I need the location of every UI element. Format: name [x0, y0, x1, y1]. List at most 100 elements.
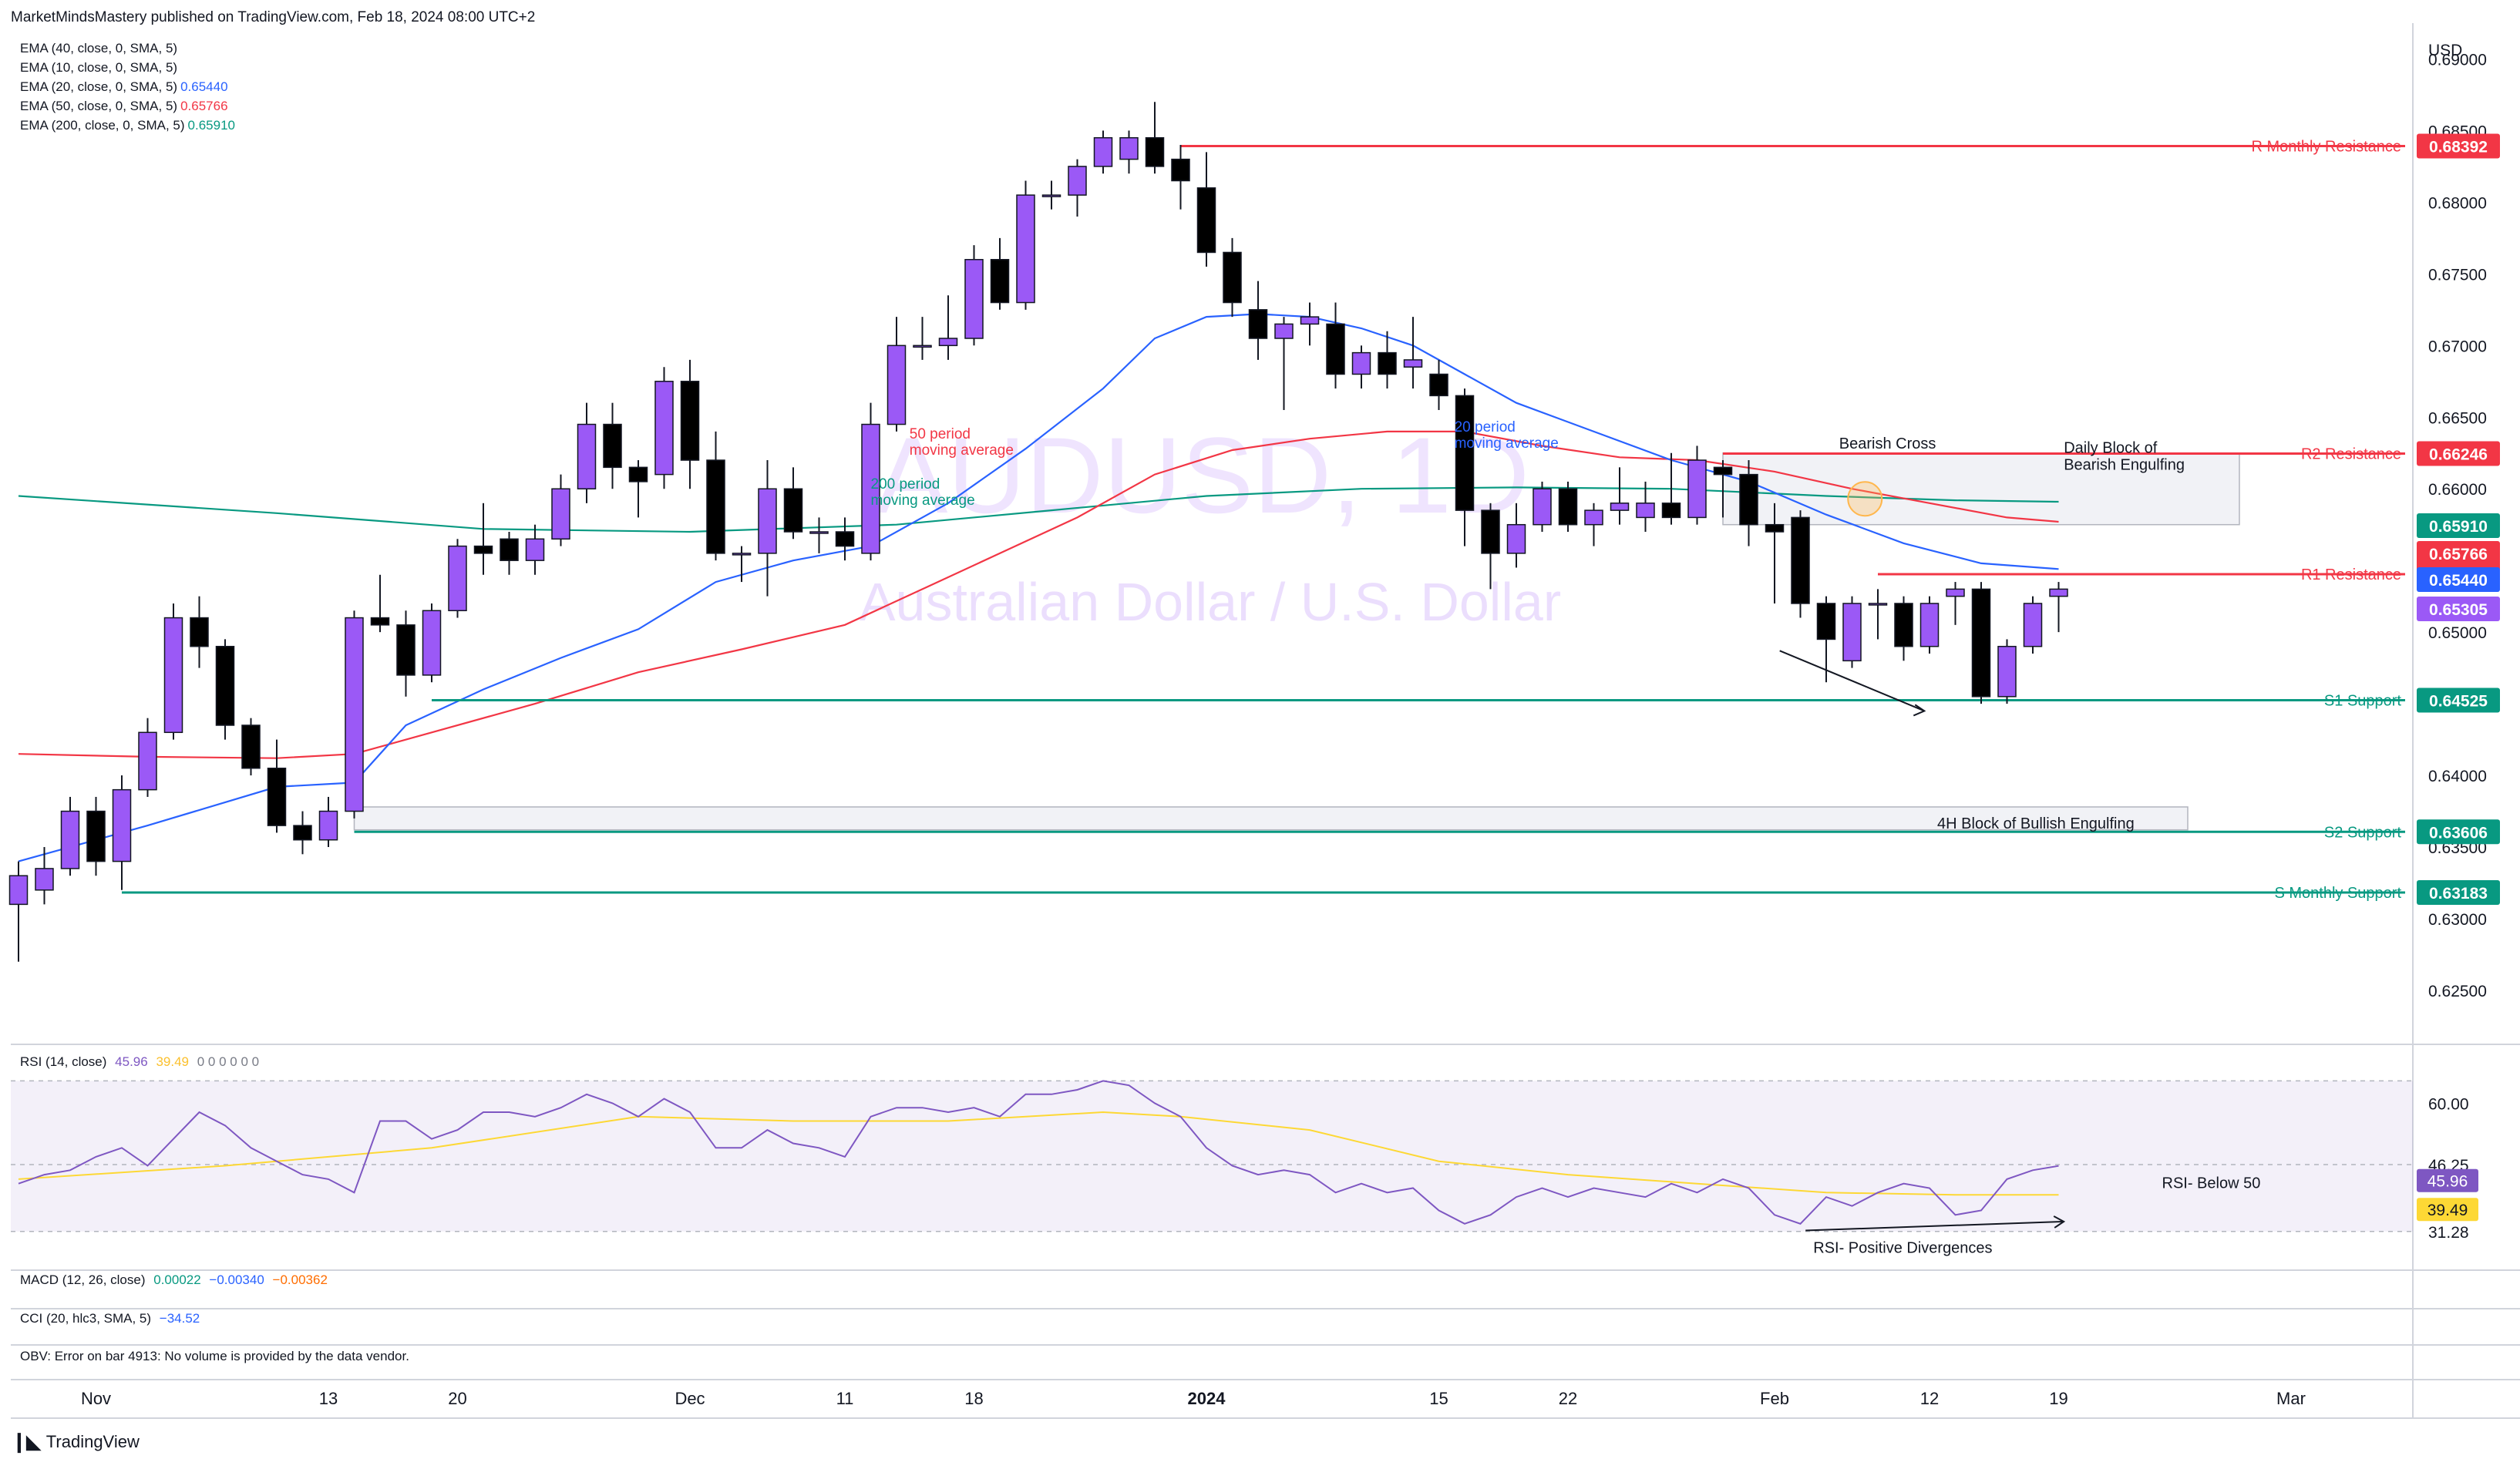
candle [603, 402, 622, 489]
candle-body [267, 768, 287, 826]
candle-body [628, 466, 648, 482]
legend-row[interactable]: EMA (50, close, 0, SMA, 5) 0.65766 [20, 96, 235, 116]
candle [1300, 302, 1320, 346]
candle [1661, 452, 1681, 525]
x-tick-label: Dec [675, 1389, 705, 1408]
candle [1919, 596, 1940, 654]
rsi-extra: 0 0 0 0 0 0 [197, 1054, 260, 1069]
candle [1248, 281, 1268, 360]
candle-body [345, 617, 364, 812]
candle [1739, 460, 1758, 546]
y-tick-label: 0.69000 [2428, 51, 2487, 69]
rsi-tick-label: 31.28 [2428, 1224, 2469, 1242]
candle [473, 503, 493, 575]
candle [1636, 481, 1655, 532]
candle-body [1300, 316, 1320, 325]
candle [783, 467, 803, 540]
legend-label: EMA (40, close, 0, SMA, 5) [20, 41, 178, 55]
candle [1713, 460, 1733, 518]
tradingview-logo[interactable]: ❙◣ TradingView [11, 1430, 140, 1454]
candle [112, 775, 132, 890]
legend-label: EMA (10, close, 0, SMA, 5) [20, 60, 178, 75]
macd-legend[interactable]: MACD (12, 26, close) 0.00022 −0.00340 −0… [20, 1272, 328, 1288]
rsi-annotation-divergence: RSI- Positive Divergences [1813, 1240, 1992, 1257]
macd-value-2: −0.00340 [209, 1272, 264, 1287]
candle-body [2049, 588, 2068, 597]
candle-body [60, 810, 80, 869]
candle [60, 796, 80, 876]
price-axis[interactable]: 0.690000.685000.680000.675000.670000.665… [2417, 51, 2500, 1000]
divergence-arrowhead-rsi [2053, 1215, 2066, 1229]
cci-legend[interactable]: CCI (20, hlc3, SMA, 5) −34.52 [20, 1311, 200, 1326]
candle [887, 317, 907, 432]
price-badge [2417, 133, 2500, 159]
candle [1842, 596, 1862, 668]
y-tick-label: 0.62500 [2428, 983, 2487, 1000]
candle-body [1093, 136, 1113, 167]
candle-body [732, 553, 752, 556]
candle [938, 295, 958, 360]
candle-body [370, 617, 390, 626]
rsi-legend[interactable]: RSI (14, close) 45.96 39.49 0 0 0 0 0 0 [20, 1054, 259, 1070]
legend-row[interactable]: EMA (10, close, 0, SMA, 5) [20, 58, 235, 77]
rsi-badge-label: 45.96 [2427, 1173, 2468, 1191]
rsi-ma-badge [2417, 1198, 2478, 1222]
legend-row[interactable]: EMA (40, close, 0, SMA, 5) [20, 39, 235, 58]
price-badge [2417, 513, 2500, 538]
indicator-legend: EMA (40, close, 0, SMA, 5) EMA (10, clos… [20, 39, 235, 135]
legend-row[interactable]: EMA (200, close, 0, SMA, 5) 0.65910 [20, 116, 235, 135]
candle-body [422, 610, 442, 676]
x-tick-label: 15 [1429, 1389, 1448, 1408]
candle-body [35, 868, 54, 891]
candle [241, 718, 261, 776]
candle-body [215, 645, 235, 726]
candle-body [525, 538, 545, 561]
candle [1584, 503, 1603, 546]
candle [1997, 639, 2017, 704]
rsi-badge [2417, 1168, 2478, 1192]
levels-layer: R Monthly Resistance R2 Resistance R1 Resi… [122, 139, 2405, 902]
rsi-tick-label: 60.00 [2428, 1095, 2469, 1113]
candle [215, 639, 235, 740]
candle-body [1894, 603, 1913, 647]
obv-legend[interactable]: OBV: Error on bar 4913: No volume is pro… [20, 1349, 409, 1364]
price-badge-label: 0.68392 [2429, 139, 2488, 156]
candle [1971, 582, 1991, 704]
candle-body [913, 345, 932, 348]
candle [370, 574, 390, 633]
candle [1016, 180, 1035, 310]
candle-body [1739, 473, 1758, 526]
y-tick-label: 0.68000 [2428, 194, 2487, 212]
candle-body [603, 423, 622, 469]
level-label: R1 Resistance [2301, 566, 2401, 583]
candle [1894, 596, 1913, 661]
candle-body [1455, 395, 1475, 511]
x-tick-label: 20 [448, 1389, 466, 1408]
candle [1558, 481, 1578, 532]
candle-body [473, 545, 493, 554]
bearish-cross-marker [1847, 481, 1883, 517]
candle [628, 460, 648, 518]
candle [1816, 596, 1836, 683]
candle-body [396, 624, 416, 676]
time-axis[interactable]: Nov 13 20 Dec 11 18 2024 15 22 Feb 12 19 Mar [81, 1389, 2306, 1408]
candle-body [861, 423, 880, 554]
candle-body [1765, 523, 1785, 533]
candle [1196, 152, 1216, 267]
legend-value: 0.65766 [180, 99, 228, 113]
candle-body [112, 788, 132, 862]
candle-body [835, 531, 855, 547]
rsi-ma-value: 39.49 [156, 1054, 189, 1069]
annotation-ma50: 50 period moving average [910, 426, 1014, 459]
candle-body [654, 381, 674, 476]
legend-row[interactable]: EMA (20, close, 0, SMA, 5) 0.65440 [20, 77, 235, 96]
candle-body [163, 617, 183, 734]
candle-body [1481, 509, 1500, 554]
candle-body [1119, 136, 1139, 160]
candle-body [86, 810, 106, 862]
currency-label: USD [2428, 42, 2462, 59]
annotations-layer: 20 period moving average 50 period moving a… [871, 419, 2185, 832]
y-tick-label: 0.65000 [2428, 624, 2487, 642]
y-tick-label: 0.66000 [2428, 481, 2487, 499]
